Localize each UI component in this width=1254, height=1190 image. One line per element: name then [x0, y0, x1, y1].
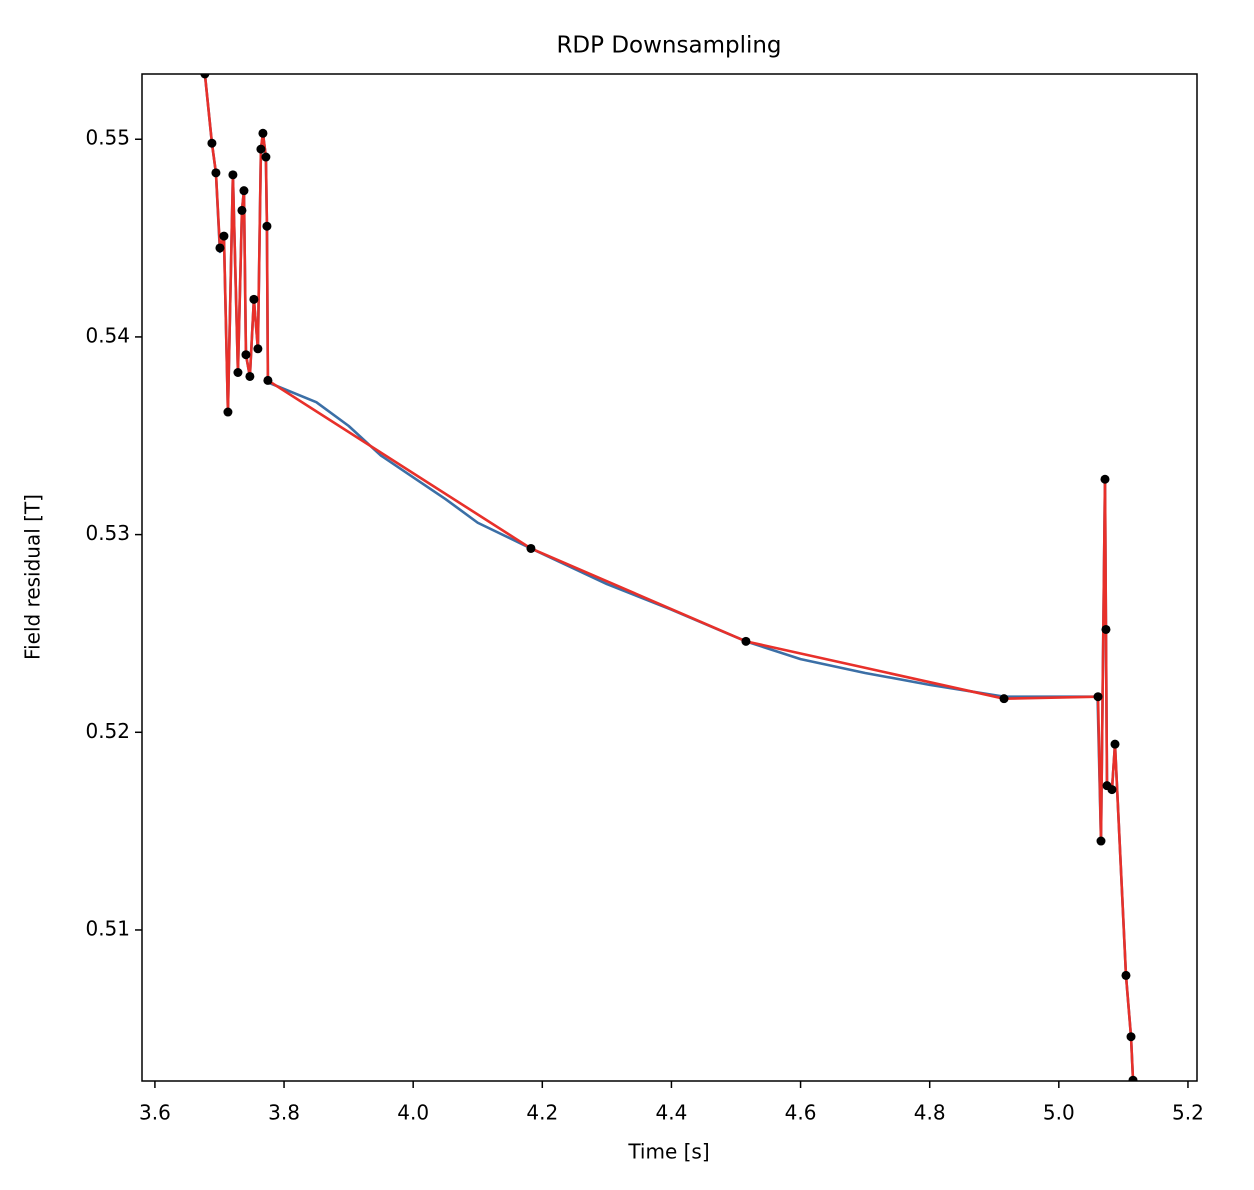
point-marker [253, 344, 263, 354]
x-tick-label: 4.8 [914, 1101, 946, 1125]
point-marker [1126, 1032, 1136, 1042]
x-tick-label: 3.6 [139, 1101, 171, 1125]
x-tick-label: 4.2 [526, 1101, 558, 1125]
point-marker [237, 205, 247, 215]
point-marker [211, 168, 221, 178]
point-marker [219, 231, 229, 241]
x-tick-label: 5.2 [1172, 1101, 1204, 1125]
point-marker [256, 144, 266, 154]
point-marker [200, 74, 210, 79]
point-marker [741, 636, 751, 646]
point-marker [263, 375, 273, 385]
point-marker [249, 294, 259, 304]
point-marker [245, 371, 255, 381]
point-marker [228, 170, 238, 180]
point-marker [999, 694, 1009, 704]
x-tick-label: 4.0 [397, 1101, 429, 1125]
series-line [203, 74, 1135, 1081]
point-marker [261, 152, 271, 162]
x-tick-label: 5.0 [1043, 1101, 1075, 1125]
point-marker [258, 128, 268, 138]
point-marker [1100, 474, 1110, 484]
point-marker [239, 186, 249, 196]
point-marker [1110, 739, 1120, 749]
chart-title: RDP Downsampling [556, 33, 781, 59]
point-marker [262, 221, 272, 231]
y-tick-label: 0.53 [85, 521, 130, 545]
axes-frame [141, 73, 1198, 1082]
series-line [203, 74, 1135, 1081]
y-tick-label: 0.51 [85, 916, 130, 940]
y-tick-label: 0.55 [85, 126, 130, 150]
point-marker [1128, 1075, 1138, 1081]
y-tick-label: 0.54 [85, 323, 130, 347]
point-marker [215, 243, 225, 253]
point-marker [1107, 785, 1117, 795]
point-marker [207, 138, 217, 148]
point-marker [1101, 624, 1111, 634]
point-marker [1093, 692, 1103, 702]
x-tick-label: 3.8 [268, 1101, 300, 1125]
point-marker [526, 543, 536, 553]
x-tick-label: 4.6 [785, 1101, 817, 1125]
x-axis-label: Time [s] [627, 1140, 709, 1164]
plot-area [200, 74, 1138, 1081]
point-marker [1121, 970, 1131, 980]
point-marker [223, 407, 233, 417]
point-marker [241, 350, 251, 360]
point-marker [1096, 836, 1106, 846]
x-tick-label: 4.4 [656, 1101, 688, 1125]
y-axis-label: Field residual [T] [21, 494, 45, 660]
point-marker [233, 368, 243, 378]
y-tick-label: 0.52 [85, 719, 130, 743]
